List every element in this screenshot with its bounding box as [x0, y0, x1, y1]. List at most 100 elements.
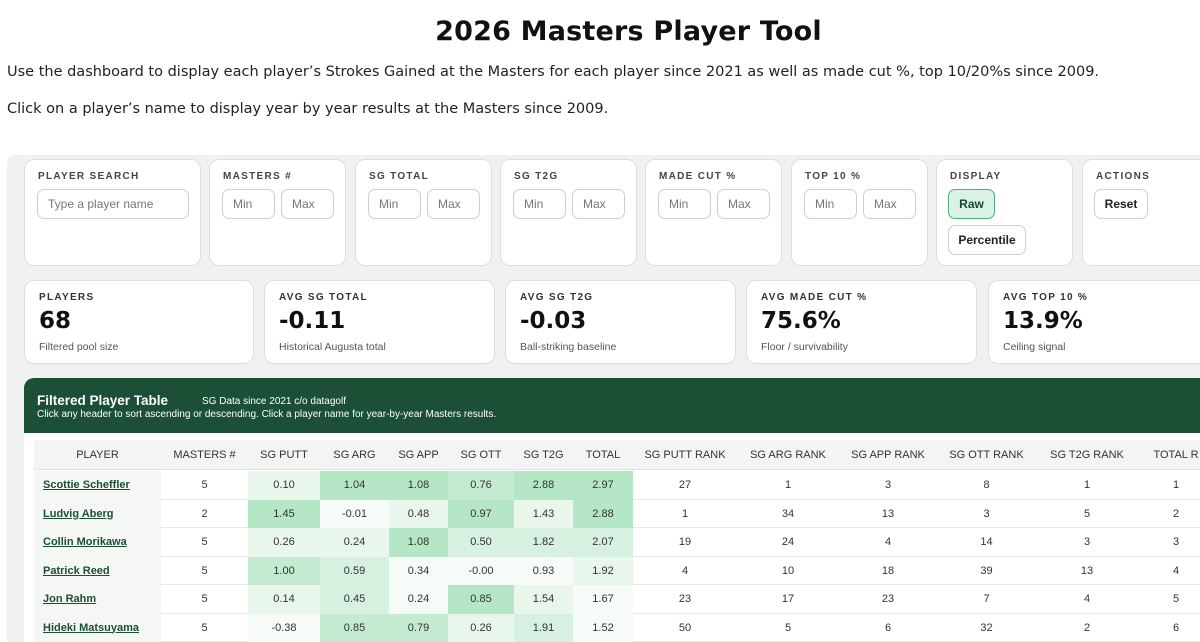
cell-sg-arg: 1.04 — [320, 471, 389, 500]
player-name-link[interactable]: Ludvig Aberg — [34, 499, 161, 528]
cell-sg-t2g: 1.54 — [514, 585, 573, 614]
kpi-value: -0.11 — [279, 308, 346, 334]
raw-toggle-button[interactable]: Raw — [948, 189, 995, 219]
cell-total: 2.88 — [573, 499, 633, 528]
cell-sg-putt: 1.00 — [248, 556, 320, 585]
cell-sg-t2g: 2.88 — [514, 471, 573, 500]
col-header-sg-ott-rank[interactable]: SG OTT RANK — [949, 449, 1024, 461]
table-row: Jon Rahm 5 0.14 0.45 0.24 0.85 1.54 1.67 23 17 23 7… — [34, 585, 1200, 614]
player-name-link[interactable]: Scottie Scheffler — [34, 471, 161, 500]
kpi-avg-sg-t2g-card: AVG SG T2G -0.03 Ball-striking baseline — [505, 280, 736, 364]
cell-sg-putt-rank: 50 — [678, 621, 692, 634]
col-header-sg-app-rank[interactable]: SG APP RANK — [851, 449, 925, 461]
masters-count-label: MASTERS # — [223, 171, 292, 182]
cell-sg-putt: 0.14 — [248, 585, 320, 614]
col-header-total-rank[interactable]: TOTAL R — [1153, 449, 1199, 461]
cell-sg-t2g: 1.82 — [514, 528, 573, 557]
top10-label: TOP 10 % — [805, 171, 862, 182]
cell-total: 2.07 — [573, 528, 633, 557]
table-title: Filtered Player Table — [37, 393, 169, 408]
cell-sg-ott: 0.76 — [448, 471, 514, 500]
cell-sg-putt-rank: 19 — [678, 536, 692, 548]
col-header-sg-arg-rank[interactable]: SG ARG RANK — [750, 449, 826, 461]
kpi-label: PLAYERS — [39, 292, 95, 303]
cell-masters-count: 5 — [201, 564, 208, 577]
cell-sg-t2g-rank: 5 — [1083, 507, 1091, 520]
table-row: Patrick Reed 5 1.00 0.59 0.34 -0.00 0.93 1.92 4 1… — [34, 556, 1200, 585]
cell-sg-t2g: 0.93 — [514, 556, 573, 585]
cell-masters-count: 5 — [201, 479, 208, 491]
masters-count-min-input[interactable]: Min — [222, 189, 275, 219]
sg-total-label: SG TOTAL — [369, 171, 430, 182]
sg-total-max-input[interactable]: Max — [427, 189, 480, 219]
sg-t2g-max-input[interactable]: Max — [572, 189, 625, 219]
cell-sg-app-rank: 4 — [884, 536, 892, 548]
cell-masters-count: 5 — [201, 593, 208, 605]
table-row: Collin Morikawa 5 0.26 0.24 1.08 0.50 1.82 2.07… — [34, 528, 1200, 557]
cell-sg-arg-rank: 17 — [781, 593, 795, 605]
masters-count-max-input[interactable]: Max — [281, 189, 334, 219]
cell-sg-app-rank: 6 — [884, 621, 892, 634]
col-header-sg-putt[interactable]: SG PUTT — [260, 449, 308, 461]
actions-card: ACTIONS Reset — [1082, 159, 1200, 266]
player-name-link[interactable]: Patrick Reed — [34, 556, 161, 585]
sg-total-min-input[interactable]: Min — [368, 189, 421, 219]
cell-sg-ott-rank: 7 — [983, 593, 990, 605]
cell-sg-t2g-rank: 13 — [1080, 564, 1094, 577]
col-header-sg-ott[interactable]: SG OTT — [460, 449, 502, 461]
sg-total-filter: SG TOTAL Min Max — [355, 159, 492, 266]
col-header-sg-arg[interactable]: SG ARG — [333, 449, 376, 461]
cell-sg-arg: 0.24 — [320, 528, 389, 557]
cell-sg-app: 1.08 — [389, 471, 448, 500]
kpi-subtext: Historical Augusta total — [279, 341, 386, 353]
cell-sg-arg-rank: 34 — [781, 507, 795, 520]
top10-max-input[interactable]: Max — [863, 189, 916, 219]
cell-total-rank: 5 — [1172, 593, 1180, 605]
col-header-sg-t2g[interactable]: SG T2G — [523, 449, 564, 461]
cell-sg-t2g-rank: 2 — [1083, 621, 1091, 634]
kpi-label: AVG MADE CUT % — [761, 292, 868, 303]
table-hint: Click any header to sort ascending or de… — [37, 409, 497, 420]
player-name-link[interactable]: Jon Rahm — [34, 585, 161, 614]
cell-masters-count: 5 — [201, 536, 208, 548]
cell-total-rank: 2 — [1172, 507, 1180, 520]
player-name-link[interactable]: Hideki Matsuyama — [34, 613, 161, 642]
kpi-avg-top10-card: AVG TOP 10 % 13.9% Ceiling signal — [988, 280, 1200, 364]
col-header-sg-t2g-rank[interactable]: SG T2G RANK — [1050, 449, 1124, 461]
percentile-toggle-button[interactable]: Percentile — [948, 225, 1026, 255]
cell-sg-ott: -0.00 — [448, 556, 514, 585]
cell-total-rank: 4 — [1172, 564, 1180, 577]
sg-t2g-label: SG T2G — [514, 171, 559, 182]
kpi-value: 75.6% — [761, 308, 841, 334]
player-search-input[interactable]: Type a player name — [37, 189, 189, 219]
masters-count-filter: MASTERS # Min Max — [209, 159, 346, 266]
cell-sg-arg: 0.59 — [320, 556, 389, 585]
sg-t2g-min-input[interactable]: Min — [513, 189, 566, 219]
top10-min-input[interactable]: Min — [804, 189, 857, 219]
cell-sg-ott: 0.50 — [448, 528, 514, 557]
col-header-player[interactable]: PLAYER — [76, 449, 119, 461]
col-header-total[interactable]: TOTAL — [585, 449, 621, 461]
kpi-label: AVG SG TOTAL — [279, 292, 368, 303]
cell-sg-arg-rank: 5 — [784, 621, 792, 634]
player-name-link[interactable]: Collin Morikawa — [34, 528, 161, 557]
player-search-card: PLAYER SEARCH Type a player name — [24, 159, 201, 266]
kpi-subtext: Ceiling signal — [1003, 341, 1066, 353]
cell-sg-ott-rank: 14 — [980, 536, 993, 548]
table-row: Ludvig Aberg 2 1.45 -0.01 0.48 0.97 1.43 2.88 1 3… — [34, 499, 1200, 528]
col-header-sg-putt-rank[interactable]: SG PUTT RANK — [644, 449, 726, 461]
cell-total-rank: 3 — [1172, 536, 1180, 548]
reset-button[interactable]: Reset — [1094, 189, 1148, 219]
made-cut-min-input[interactable]: Min — [658, 189, 711, 219]
cell-sg-ott-rank: 3 — [983, 507, 990, 520]
kpi-subtext: Ball-striking baseline — [520, 341, 617, 353]
col-header-masters-count[interactable]: MASTERS # — [173, 449, 236, 461]
cell-sg-ott: 0.26 — [448, 613, 514, 642]
table-header-row: PLAYER MASTERS # SG PUTT SG ARG SG APP SG OTT… — [34, 440, 1200, 470]
kpi-value: 68 — [39, 308, 72, 334]
made-cut-max-input[interactable]: Max — [717, 189, 770, 219]
col-header-sg-app[interactable]: SG APP — [398, 449, 439, 461]
table-header-bar: Filtered Player Table SG Data since 2021… — [24, 378, 1200, 433]
cell-total: 2.97 — [573, 471, 633, 500]
player-search-label: PLAYER SEARCH — [38, 171, 140, 182]
